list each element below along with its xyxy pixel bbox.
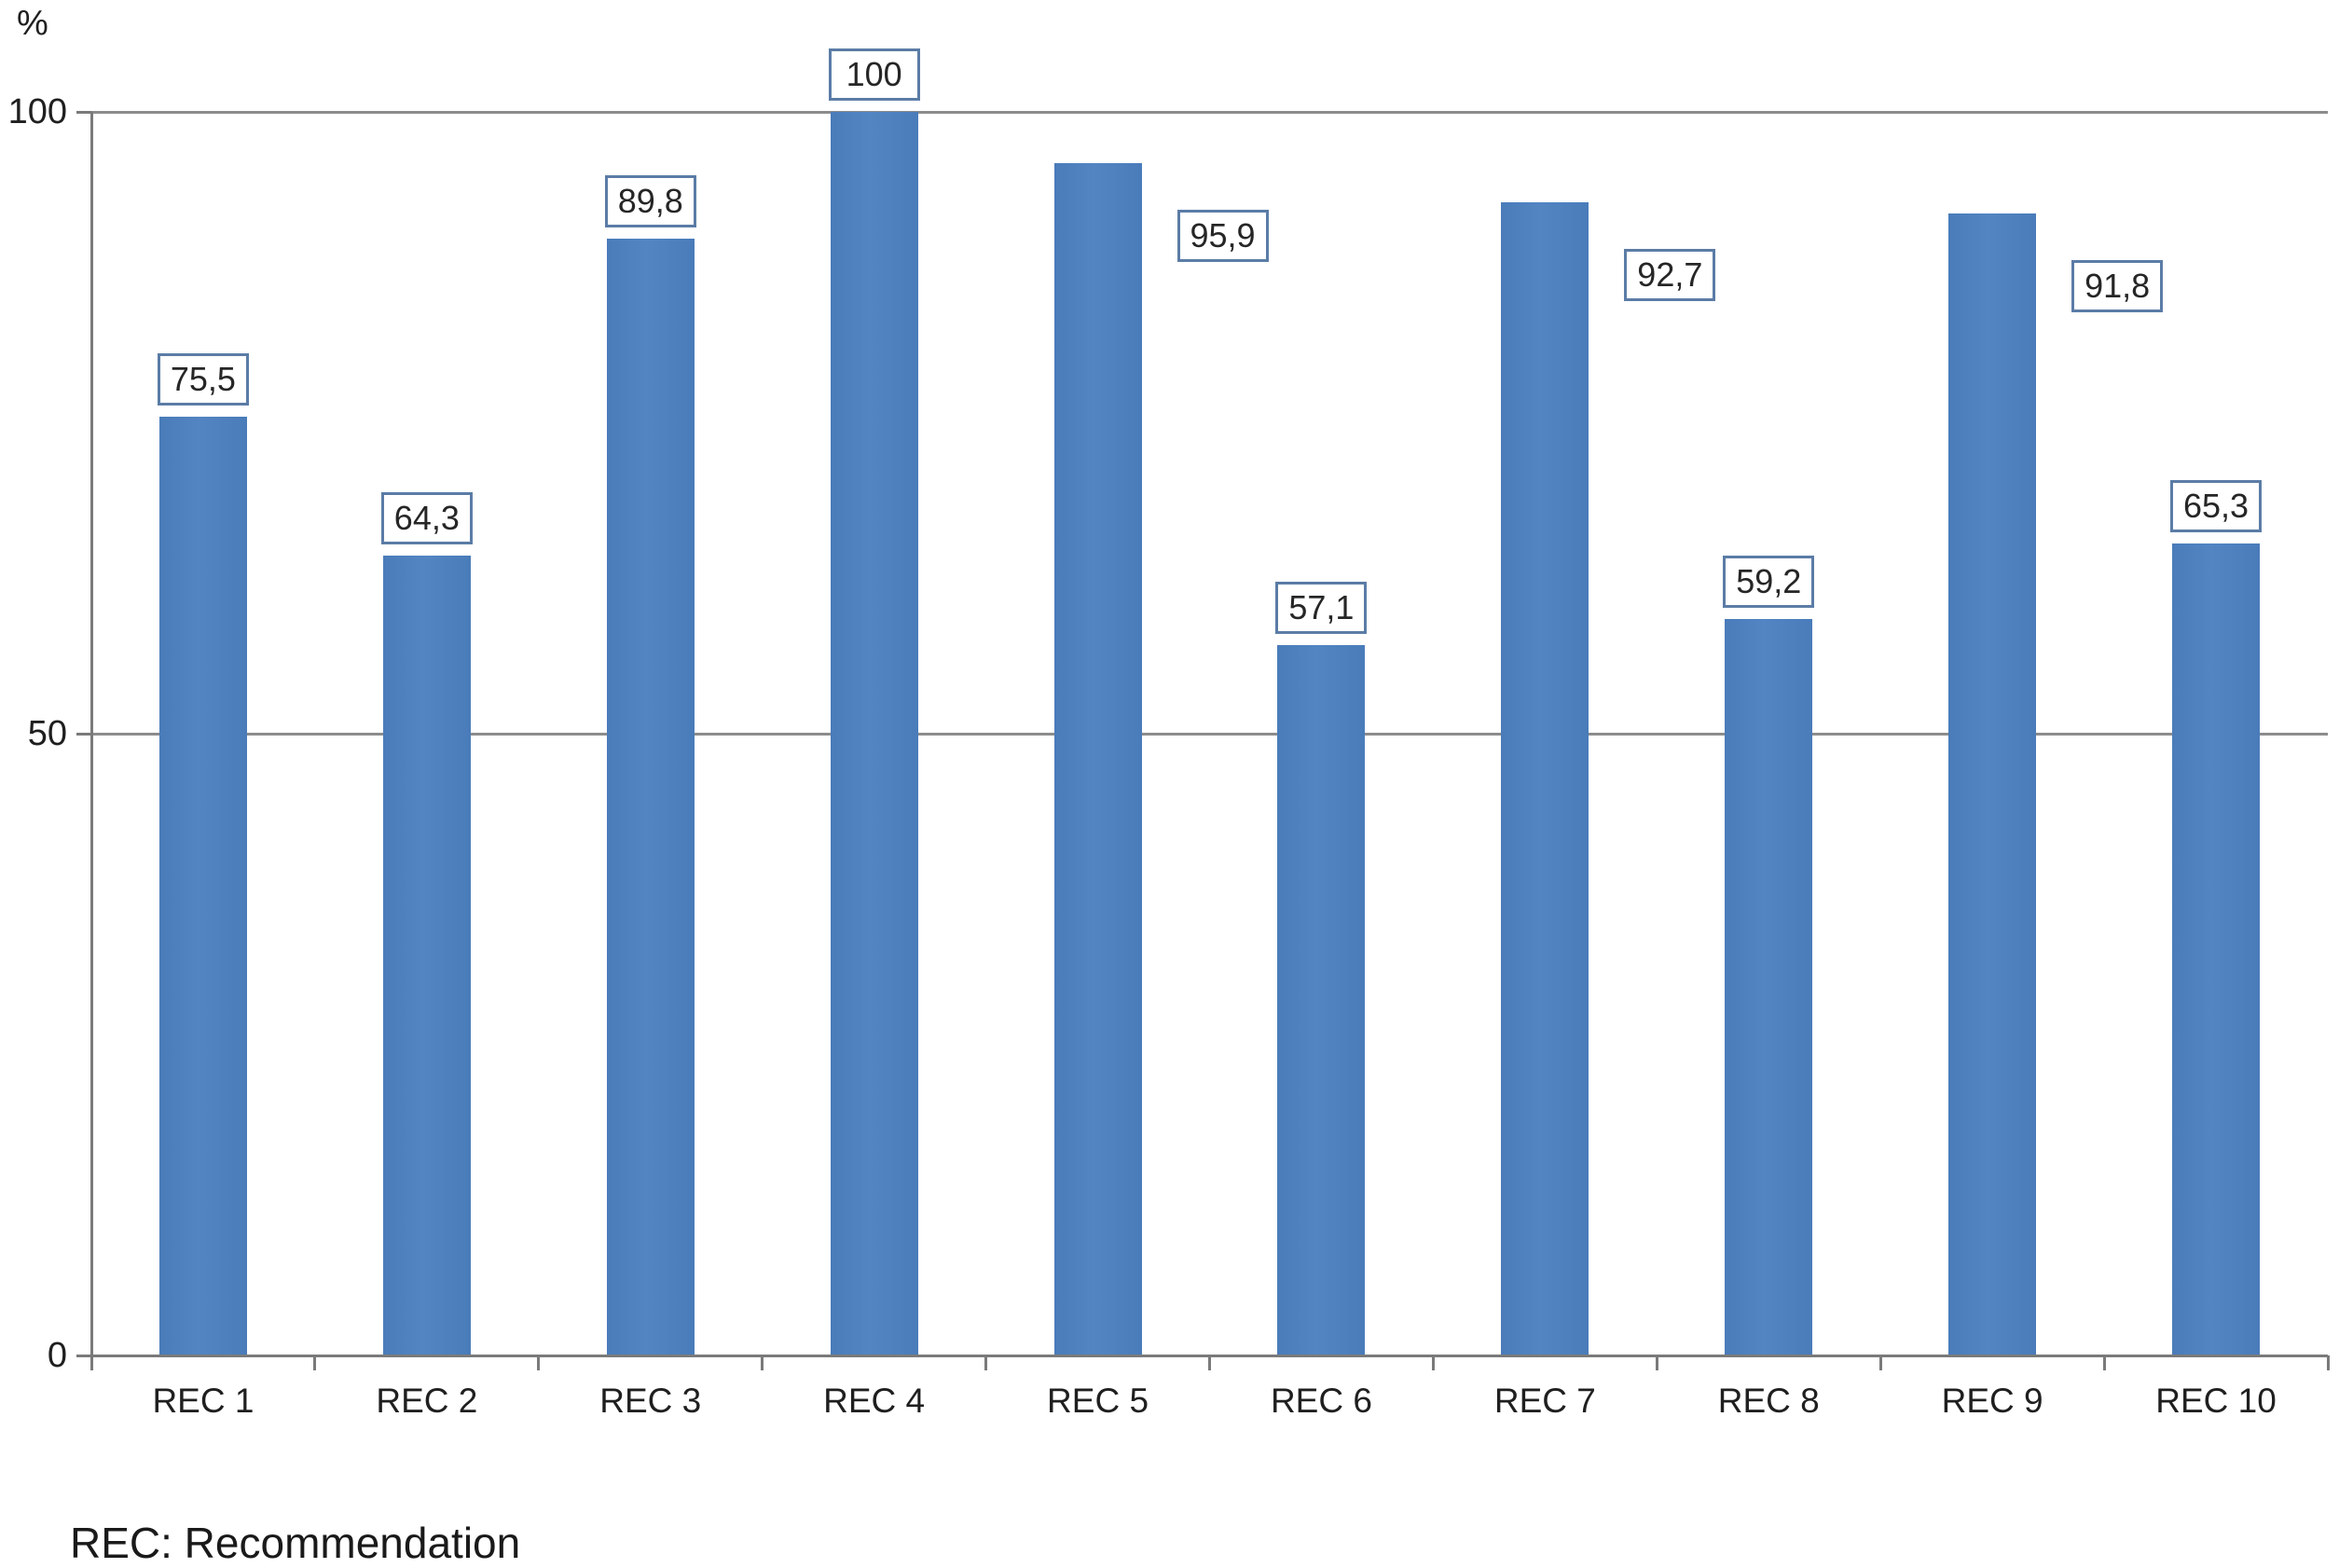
bar-rec-10	[2172, 543, 2261, 1355]
x-tick-label-rec-5: REC 5	[1047, 1382, 1149, 1420]
x-tick-label-rec-1: REC 1	[152, 1382, 255, 1420]
x-tick-mark	[537, 1355, 541, 1370]
bar-rec-6	[1277, 645, 1366, 1355]
data-label-rec-1: 75,5	[157, 352, 249, 406]
y-tick-mark	[76, 110, 91, 114]
x-tick-mark	[761, 1355, 764, 1370]
bar-rec-5	[1053, 162, 1142, 1355]
gridline-100	[91, 110, 2328, 114]
data-label-rec-8: 59,2	[1723, 556, 1815, 609]
bar-rec-8	[1725, 619, 1813, 1355]
bar-rec-9	[1948, 213, 2037, 1355]
y-tick-mark	[76, 732, 91, 736]
x-tick-mark	[89, 1355, 93, 1370]
x-tick-mark	[313, 1355, 317, 1370]
bar-rec-3	[606, 239, 695, 1355]
y-tick-label: 100	[7, 92, 67, 131]
bar-rec-1	[158, 416, 247, 1355]
x-tick-label-rec-2: REC 2	[376, 1382, 478, 1420]
data-label-rec-9: 91,8	[2071, 260, 2164, 313]
chart-footnote: REC: Recommendation	[70, 1519, 521, 1567]
x-tick-mark	[1208, 1355, 1211, 1370]
x-tick-mark	[2102, 1355, 2106, 1370]
x-tick-label-rec-7: REC 7	[1493, 1382, 1596, 1420]
x-tick-label-rec-3: REC 3	[599, 1382, 702, 1420]
data-label-rec-7: 92,7	[1624, 249, 1716, 302]
x-tick-label-rec-6: REC 6	[1270, 1382, 1372, 1420]
y-axis-title: %	[17, 4, 48, 43]
x-tick-mark	[1431, 1355, 1435, 1370]
y-tick-label: 0	[47, 1336, 67, 1375]
bar-rec-4	[830, 112, 918, 1355]
x-tick-label-rec-8: REC 8	[1717, 1382, 1820, 1420]
data-label-rec-4: 100	[828, 48, 920, 101]
x-tick-label-rec-4: REC 4	[823, 1382, 926, 1420]
y-axis	[89, 112, 93, 1355]
bar-rec-7	[1501, 202, 1589, 1355]
x-tick-mark	[2326, 1355, 2330, 1370]
data-label-rec-10: 65,3	[2170, 479, 2263, 532]
bar-rec-2	[382, 556, 471, 1355]
y-tick-label: 50	[27, 714, 67, 753]
x-tick-mark	[1655, 1355, 1658, 1370]
y-tick-mark	[76, 1354, 91, 1357]
x-tick-mark	[1878, 1355, 1882, 1370]
data-label-rec-6: 57,1	[1275, 582, 1368, 635]
x-tick-label-rec-9: REC 9	[1941, 1382, 2043, 1420]
gridline-50	[91, 732, 2328, 736]
data-label-rec-2: 64,3	[380, 492, 473, 545]
x-tick-mark	[984, 1355, 988, 1370]
data-label-rec-3: 89,8	[604, 175, 696, 228]
x-tick-label-rec-10: REC 10	[2155, 1382, 2277, 1420]
data-label-rec-5: 95,9	[1176, 209, 1269, 262]
